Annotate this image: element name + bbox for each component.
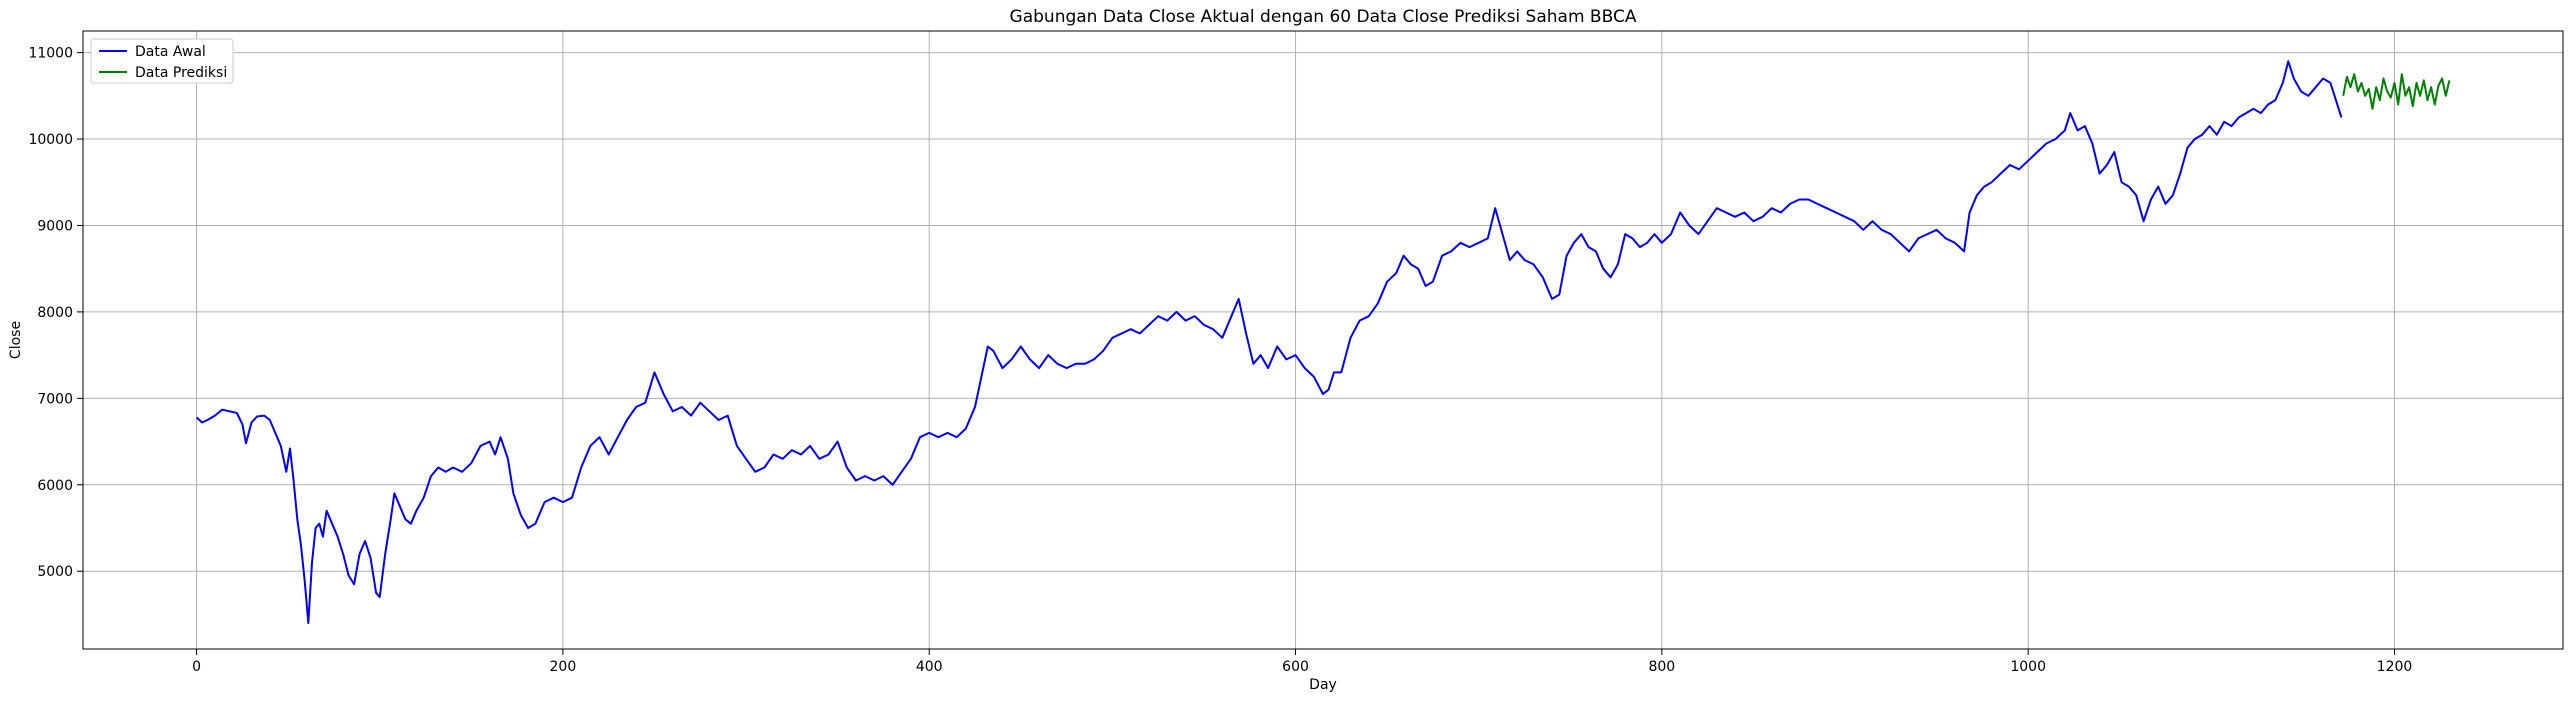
x-axis-ticks: 0 200 400 600 800 1000 1200 <box>192 649 2412 675</box>
x-tick-label: 600 <box>1282 659 1309 675</box>
x-axis-label: Day <box>1309 677 1337 693</box>
x-tick-label: 1200 <box>2377 659 2413 675</box>
legend-label-data-prediksi: Data Prediksi <box>135 65 227 81</box>
chart-title: Gabungan Data Close Aktual dengan 60 Dat… <box>1010 7 1637 27</box>
y-tick-label: 11000 <box>28 46 73 62</box>
x-tick-label: 400 <box>916 659 943 675</box>
grid-lines <box>83 31 2563 649</box>
x-tick-label: 800 <box>1648 659 1675 675</box>
y-tick-label: 6000 <box>37 478 73 494</box>
y-tick-label: 7000 <box>37 391 73 407</box>
y-tick-label: 5000 <box>37 564 73 580</box>
plot-frame <box>82 30 2564 650</box>
y-tick-label: 9000 <box>37 218 73 234</box>
y-tick-label: 8000 <box>37 305 73 321</box>
x-tick-label: 0 <box>192 659 201 675</box>
plot-area <box>83 31 2563 649</box>
y-axis-ticks: 5000 6000 7000 8000 9000 10000 11000 <box>28 46 83 580</box>
series-line-1 <box>2342 73 2451 110</box>
series-group <box>195 60 2451 625</box>
legend-label-data-awal: Data Awal <box>135 44 206 60</box>
legend: Data Awal Data Prediksi <box>90 38 234 84</box>
series-line-0 <box>195 60 2343 625</box>
y-tick-label: 10000 <box>28 132 73 148</box>
y-axis-label: Close <box>8 321 24 359</box>
x-tick-label: 1000 <box>2010 659 2046 675</box>
x-tick-label: 200 <box>550 659 577 675</box>
